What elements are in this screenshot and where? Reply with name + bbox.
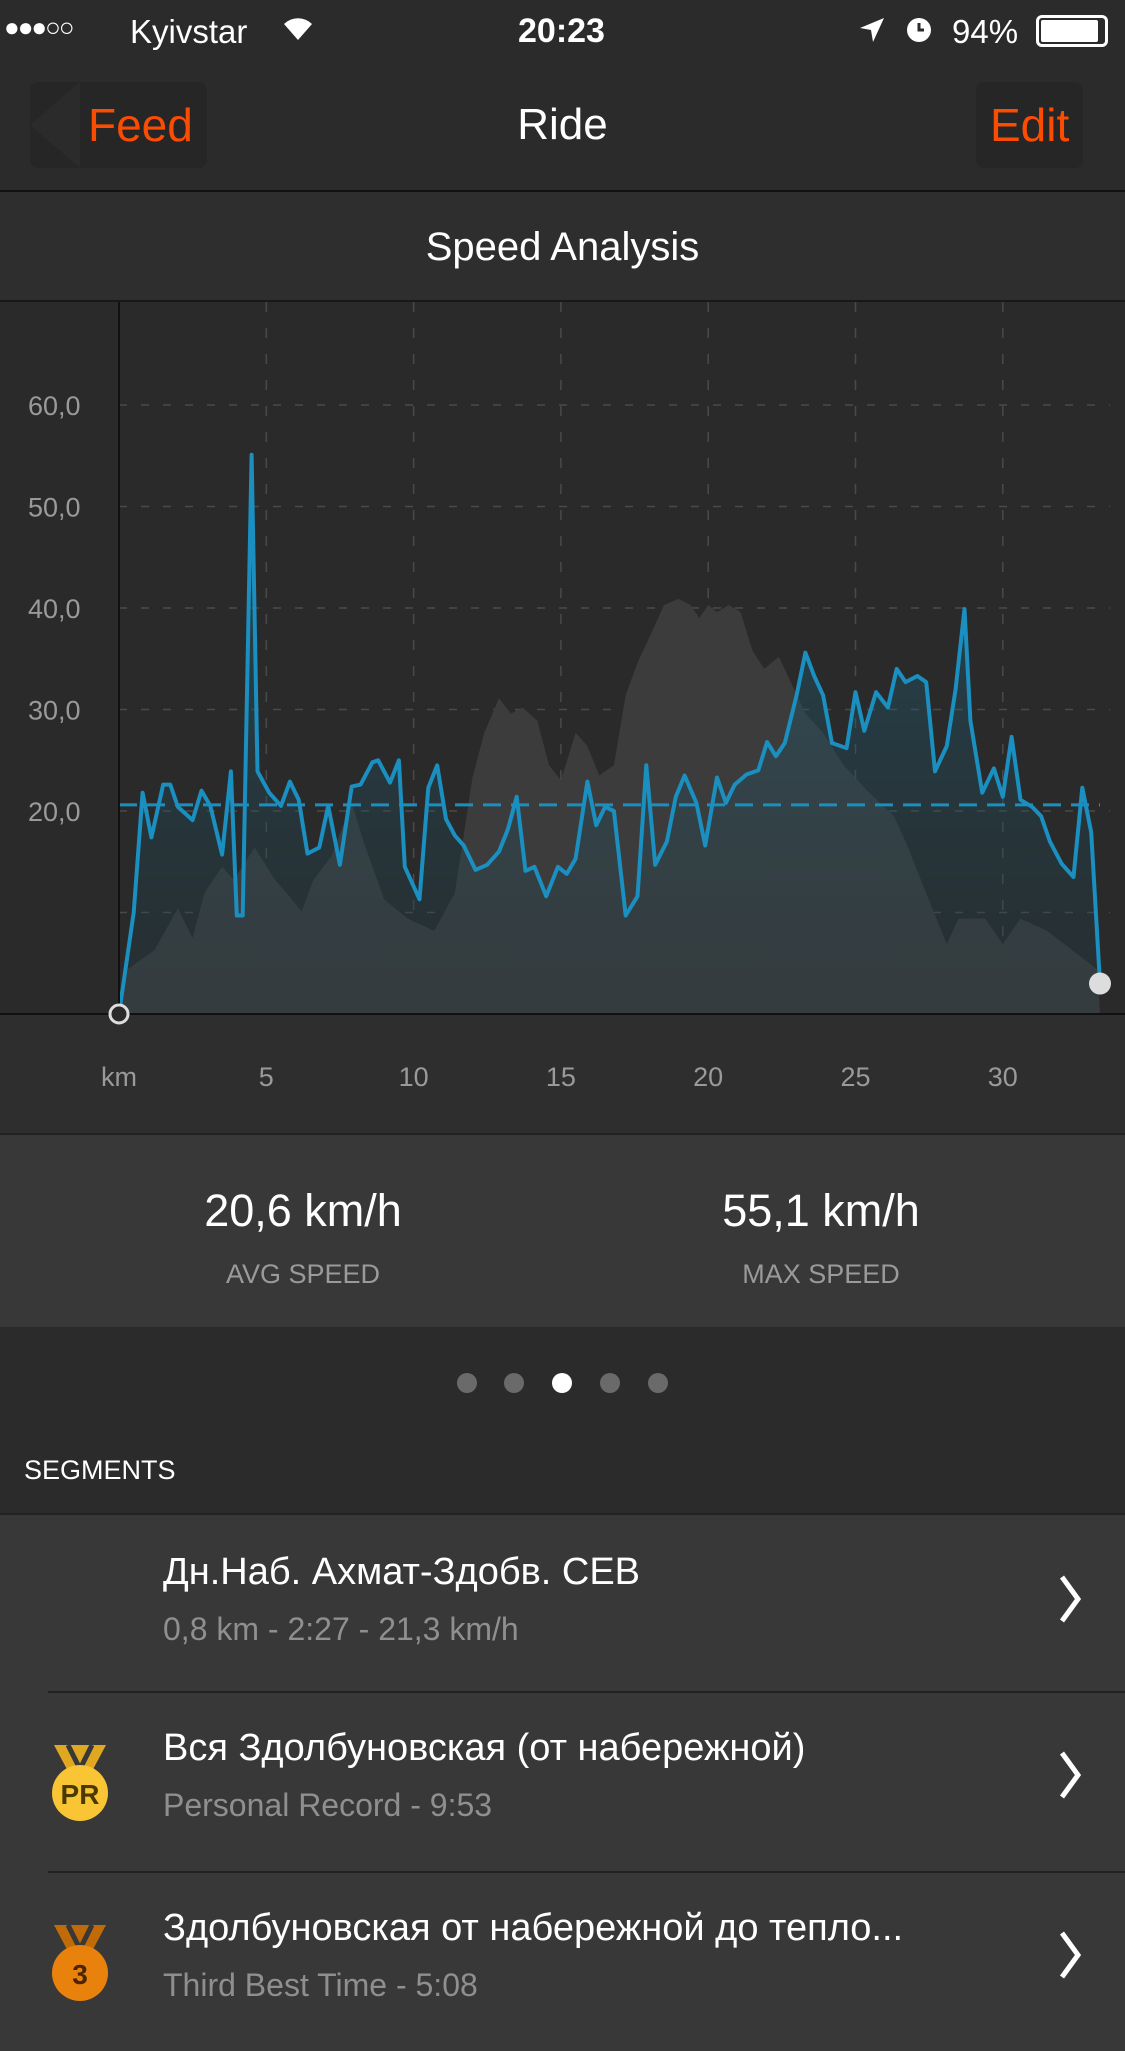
- back-arrow-icon: [30, 82, 80, 168]
- location-icon: [860, 18, 884, 42]
- max-speed-label: MAX SPEED: [742, 1259, 900, 1289]
- x-tick-label: 20: [693, 1062, 723, 1092]
- y-tick-label: 40,0: [28, 594, 81, 624]
- max-speed-value: 55,1 km/h: [722, 1185, 920, 1236]
- chart-svg: 20,0 30,0 40,0 50,0 60,0 km 5 10 15 20 25 30: [0, 302, 1125, 1133]
- max-speed-stat: 55,1 km/h MAX SPEED: [561, 1135, 1081, 1290]
- start-marker[interactable]: [108, 1003, 130, 1025]
- segment-title: Вся Здолбуновская (от набережной): [163, 1727, 806, 1769]
- speed-line: [117, 452, 1102, 1015]
- page-dot[interactable]: [457, 1373, 477, 1393]
- chevron-right-icon: [1059, 1575, 1082, 1623]
- avg-speed-value: 20,6 km/h: [204, 1185, 402, 1236]
- row-divider: [48, 1871, 1125, 1873]
- segment-subtitle: Third Best Time - 5:08: [163, 1967, 478, 2003]
- x-tick-label: 30: [988, 1062, 1018, 1092]
- segment-row[interactable]: Дн.Наб. Ахмат-Здобв. CEB 0,8 km - 2:27 -…: [0, 1513, 1125, 1693]
- page-dot[interactable]: [504, 1373, 524, 1393]
- x-tick-label: 25: [840, 1062, 870, 1092]
- page-dot-active[interactable]: [552, 1373, 572, 1393]
- pr-medal-text: PR: [61, 1779, 100, 1810]
- segment-row[interactable]: PR Вся Здолбуновская (от набережной) Per…: [0, 1691, 1125, 1871]
- speed-area: [119, 454, 1100, 1014]
- bronze-medal-icon: 3: [52, 1923, 108, 2001]
- end-marker[interactable]: [1089, 972, 1111, 995]
- segment-title: Здолбуновская от набережной до тепло...: [163, 1907, 904, 1949]
- wifi-icon: [284, 18, 312, 40]
- alarm-icon: [907, 18, 931, 42]
- y-tick-label: 20,0: [28, 797, 81, 827]
- segment-subtitle: 0,8 km - 2:27 - 21,3 km/h: [163, 1611, 519, 1647]
- speed-chart: 20,0 30,0 40,0 50,0 60,0 km 5 10 15 20 25 30: [0, 302, 1125, 1133]
- edit-button[interactable]: Edit: [976, 82, 1084, 168]
- segments-header: SEGMENTS: [24, 1455, 176, 1485]
- segment-title: Дн.Наб. Ахмат-Здобв. CEB: [163, 1551, 641, 1593]
- chevron-right-icon: [1059, 1931, 1082, 1979]
- x-axis-label: km: [101, 1062, 137, 1092]
- page-dot[interactable]: [600, 1373, 620, 1393]
- segment-subtitle: Personal Record - 9:53: [163, 1787, 493, 1823]
- battery-percent: 94%: [952, 13, 1019, 50]
- row-divider: [48, 1691, 1125, 1693]
- avg-speed-stat: 20,6 km/h AVG SPEED: [43, 1135, 563, 1290]
- bronze-medal-text: 3: [72, 1959, 88, 1990]
- back-label: Feed: [88, 99, 193, 151]
- page-title: Ride: [517, 100, 608, 149]
- chevron-right-icon: [1059, 1751, 1082, 1799]
- back-button[interactable]: Feed: [30, 82, 207, 168]
- clock: 20:23: [518, 12, 605, 50]
- section-title: Speed Analysis: [0, 192, 1125, 302]
- x-tick-label: 10: [399, 1062, 429, 1092]
- x-tick-label: 15: [546, 1062, 576, 1092]
- stats-panel: 20,6 km/h AVG SPEED 55,1 km/h MAX SPEED: [0, 1133, 1125, 1327]
- y-tick-label: 50,0: [28, 493, 81, 523]
- status-bar: ●●●○○ Kyivstar 20:23 94%: [0, 0, 1125, 64]
- carrier-name: Kyivstar: [130, 13, 248, 50]
- nav-bar: Feed Ride Edit: [0, 64, 1125, 192]
- avg-speed-label: AVG SPEED: [225, 1259, 381, 1289]
- x-axis-band: [0, 1014, 1125, 1133]
- y-tick-label: 30,0: [28, 696, 81, 726]
- y-tick-label: 60,0: [28, 391, 81, 421]
- battery-icon: [1036, 15, 1108, 47]
- segment-row[interactable]: 3 Здолбуновская от набережной до тепло..…: [0, 1871, 1125, 2051]
- page-dot[interactable]: [648, 1373, 668, 1393]
- pr-medal-icon: PR: [52, 1743, 108, 1821]
- x-tick-label: 5: [259, 1062, 274, 1092]
- signal-dots: ●●●○○: [4, 12, 75, 42]
